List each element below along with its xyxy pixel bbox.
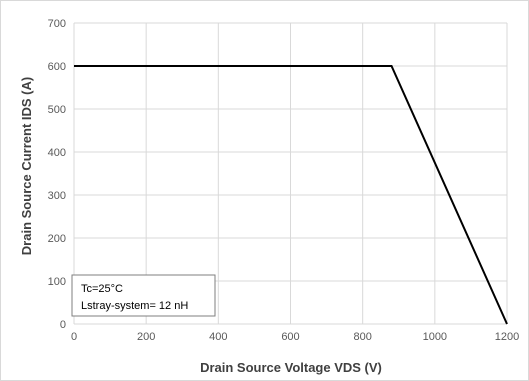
y-tick-label: 600 [48,61,66,73]
x-tick-label: 800 [353,331,371,343]
y-tick-label: 500 [48,104,66,116]
annotation-line-temperature: Tc=25°C [81,283,123,295]
y-tick-label: 400 [48,147,66,159]
series-line [74,65,508,325]
y-tick-label: 700 [48,18,66,30]
y-tick-label: 100 [48,276,66,288]
x-tick-label: 400 [209,331,227,343]
annotation-border [71,274,216,317]
y-tick-label: 300 [48,190,66,202]
x-tick-label: 1000 [423,331,447,343]
x-tick-label: 600 [281,331,299,343]
y-tick-label: 0 [60,319,66,331]
x-axis-title: Drain Source Voltage VDS (V) [200,360,382,375]
x-tick-label: 200 [137,331,155,343]
x-tick-label: 0 [71,331,77,343]
annotation-box: Tc=25°C Lstray-system= 12 nH [71,274,216,317]
y-tick-label: 200 [48,233,66,245]
tick-labels: 0 200 400 600 800 1000 1200 0 100 200 300 400 500 600… [48,18,520,343]
series-layer [74,65,508,325]
x-tick-label: 1200 [495,331,519,343]
annotation-line-stray-inductance: Lstray-system= 12 nH [81,300,188,312]
y-axis-title: Drain Source Current IDS (A) [19,77,34,255]
